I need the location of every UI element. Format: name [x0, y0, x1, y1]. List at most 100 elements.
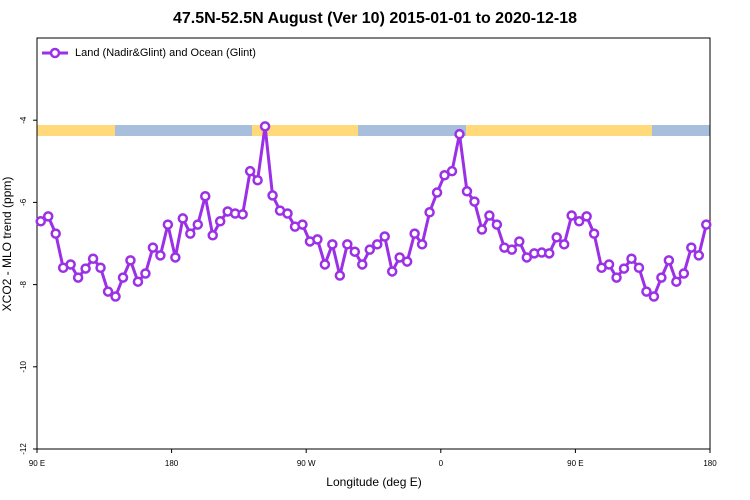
data-point [693, 250, 705, 261]
data-point [214, 216, 226, 227]
data-point [252, 174, 263, 186]
data-point [170, 252, 181, 263]
data-point [409, 228, 420, 239]
data-point [282, 208, 293, 219]
data-point [686, 242, 697, 253]
data-point [641, 286, 652, 297]
data-point [514, 236, 525, 247]
data-point [349, 246, 361, 257]
x-tick-label: 90 E [29, 459, 45, 468]
data-point [588, 228, 600, 239]
data-point [72, 272, 84, 283]
data-point [102, 286, 114, 297]
data-point [461, 186, 473, 197]
data-point [454, 128, 465, 140]
data-point [566, 210, 577, 221]
data-point [446, 165, 458, 177]
data-point [543, 248, 555, 259]
series-line [39, 126, 708, 299]
data-point [192, 219, 204, 230]
data-point [476, 224, 488, 235]
data-point [147, 242, 159, 253]
data-point [155, 250, 166, 261]
data-point [327, 239, 338, 250]
data-point [521, 252, 533, 263]
y-tick-label: -12 [19, 443, 28, 455]
data-point [551, 232, 562, 243]
y-tick-label: -6 [19, 198, 28, 206]
x-tick-label: 90 W [297, 459, 316, 468]
data-point [117, 272, 129, 283]
data-point [581, 211, 592, 222]
data-point [177, 213, 189, 224]
data-point [431, 187, 443, 198]
x-tick-label: 0 [439, 459, 444, 468]
data-point [319, 259, 331, 270]
plot-frame [36, 37, 711, 450]
data-point [648, 291, 660, 302]
y-axis-label: XCO2 - MLO trend (ppm) [0, 177, 14, 312]
data-point [386, 266, 398, 277]
data-point [95, 262, 106, 273]
chart-title: 47.5N-52.5N August (Ver 10) 2015-01-01 t… [173, 10, 577, 27]
data-point [267, 190, 278, 201]
legend-label: Land (Nadir&Glint) and Ocean (Glint) [75, 47, 256, 59]
data-point [671, 276, 682, 287]
data-point [297, 219, 308, 230]
data-point [110, 291, 121, 302]
x-tick-label: 180 [703, 459, 717, 468]
data-point [237, 209, 248, 220]
data-point [618, 263, 630, 274]
data-point [626, 253, 637, 264]
land-ocean-strip [37, 125, 710, 136]
y-tick-label: -10 [19, 360, 28, 372]
data-point [558, 239, 570, 250]
data-point [416, 239, 428, 250]
data-point [424, 207, 435, 218]
data-point [364, 244, 376, 255]
data-point [656, 272, 667, 283]
data-point [140, 268, 151, 279]
data-point [312, 234, 323, 245]
data-point [573, 216, 585, 227]
data-point [394, 252, 405, 263]
data-point [50, 228, 61, 239]
data-point [401, 256, 413, 267]
data-point [678, 268, 690, 279]
data-point [244, 165, 256, 177]
data-point [506, 244, 518, 255]
data-point [185, 228, 196, 239]
data-point [603, 259, 615, 270]
data-point [633, 262, 645, 273]
data-point [42, 211, 54, 222]
data-point [207, 230, 218, 241]
legend-marker [49, 47, 61, 59]
data-point [701, 219, 712, 230]
data-point [491, 219, 503, 230]
data-point [379, 231, 390, 242]
y-tick-label: -8 [19, 280, 28, 288]
data-point [162, 219, 174, 230]
data-point [35, 216, 46, 227]
data-point [371, 239, 383, 250]
data-point [439, 170, 450, 181]
data-point [469, 196, 480, 207]
data-point [663, 255, 675, 266]
data-point [80, 263, 91, 274]
data-point [342, 239, 353, 250]
data-point [200, 190, 211, 202]
y-tick-label: -4 [19, 116, 28, 124]
data-point [132, 276, 144, 287]
x-tick-label: 90 E [567, 459, 583, 468]
x-axis-label: Longitude (deg E) [326, 475, 421, 489]
data-point [65, 259, 76, 270]
data-point [87, 253, 99, 264]
data-point [357, 259, 368, 270]
data-point [125, 255, 136, 266]
data-point [334, 270, 346, 281]
data-point [259, 121, 271, 132]
data-point [484, 210, 495, 221]
data-point [611, 272, 622, 283]
legend: Land (Nadir&Glint) and Ocean (Glint) [42, 47, 256, 59]
